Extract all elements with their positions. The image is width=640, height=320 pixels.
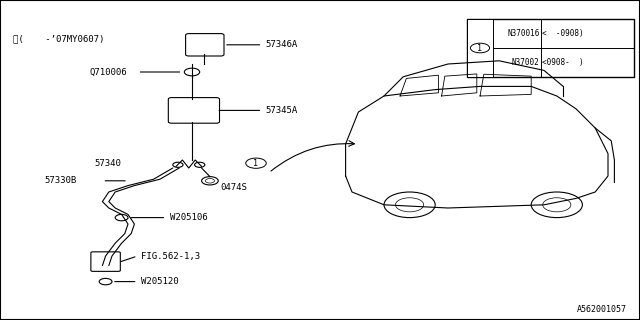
Text: W205106: W205106 — [170, 213, 207, 222]
Circle shape — [202, 177, 218, 185]
Circle shape — [173, 162, 183, 167]
Bar — [467, 19, 493, 77]
Circle shape — [115, 214, 128, 221]
Text: 1: 1 — [253, 159, 259, 168]
Circle shape — [205, 179, 214, 183]
FancyBboxPatch shape — [91, 252, 120, 271]
Text: 0474S: 0474S — [221, 183, 248, 192]
Text: A562001057: A562001057 — [577, 305, 627, 314]
Text: W205120: W205120 — [141, 277, 179, 286]
Text: FIG.562-1,3: FIG.562-1,3 — [141, 252, 200, 260]
Text: 57346A: 57346A — [266, 40, 298, 49]
Text: ※(    -’07MY0607): ※( -’07MY0607) — [13, 34, 104, 43]
Circle shape — [246, 158, 266, 168]
Text: 57330B: 57330B — [45, 176, 77, 185]
FancyBboxPatch shape — [168, 98, 220, 123]
Text: N370016: N370016 — [507, 29, 540, 38]
Circle shape — [195, 162, 205, 167]
Circle shape — [531, 192, 582, 218]
Circle shape — [99, 278, 112, 285]
Text: N37002: N37002 — [512, 58, 540, 67]
Circle shape — [543, 198, 571, 212]
Circle shape — [396, 198, 424, 212]
Circle shape — [470, 43, 490, 53]
Text: Q710006: Q710006 — [90, 68, 127, 76]
Circle shape — [184, 68, 200, 76]
Text: <  -0908): < -0908) — [542, 29, 584, 38]
Text: 57340: 57340 — [95, 159, 122, 168]
Text: 57345A: 57345A — [266, 106, 298, 115]
Circle shape — [384, 192, 435, 218]
FancyBboxPatch shape — [186, 34, 224, 56]
Bar — [467, 19, 634, 77]
Text: <0908-  ): <0908- ) — [542, 58, 584, 67]
Text: 1: 1 — [477, 44, 483, 52]
